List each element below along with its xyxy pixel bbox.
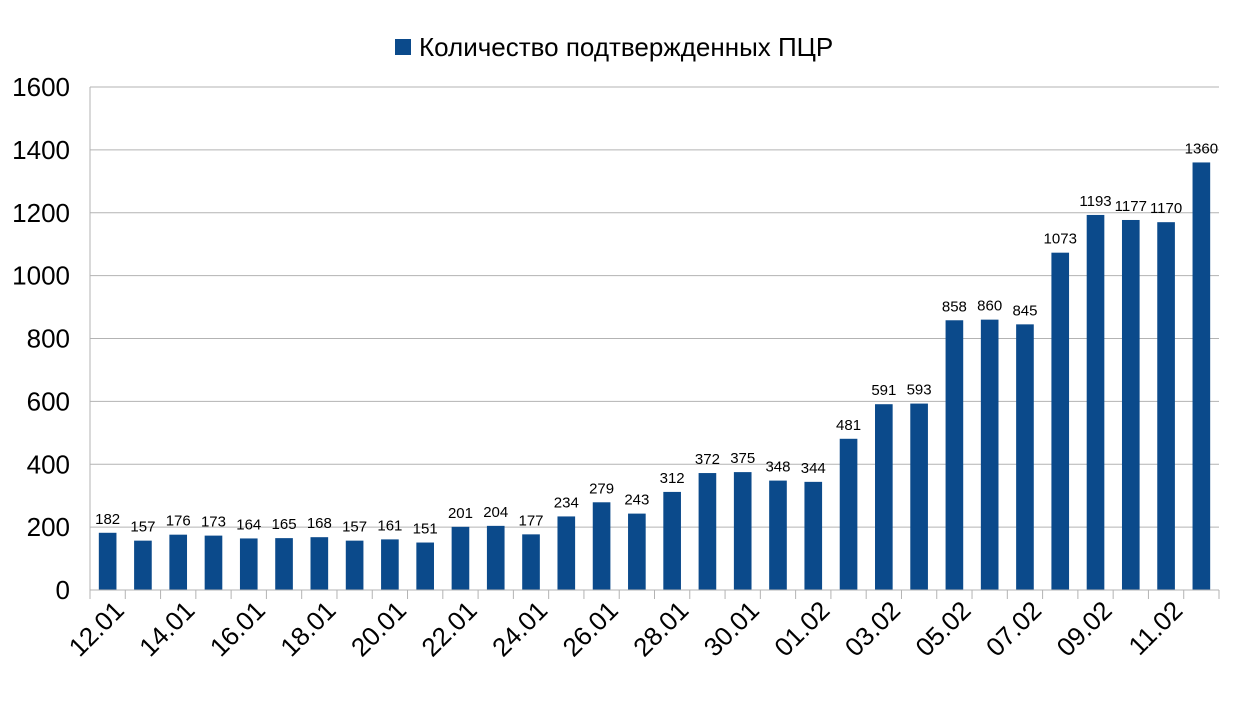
data-label: 204 <box>483 504 508 521</box>
data-label: 173 <box>201 514 226 531</box>
data-label: 593 <box>907 382 932 399</box>
data-label: 234 <box>554 494 579 511</box>
x-axis <box>89 87 1220 599</box>
data-label: 1073 <box>1044 231 1077 248</box>
bar <box>1086 214 1105 590</box>
data-label: 481 <box>836 417 861 434</box>
y-tick-label: 1200 <box>12 198 70 228</box>
bar <box>804 481 823 590</box>
y-axis-ticks: 0 200 400 600 800 1000 1200 1400 1600 <box>12 72 70 605</box>
bar <box>980 319 999 590</box>
bar <box>839 438 858 590</box>
gridlines <box>90 86 1219 591</box>
data-label: 860 <box>977 298 1002 315</box>
bar <box>769 480 787 590</box>
x-tick-label: 07.02 <box>980 595 1047 662</box>
x-tick-label: 24.01 <box>486 595 553 662</box>
data-label: 164 <box>236 516 261 533</box>
bar <box>1016 324 1034 590</box>
legend-label: Количество подтвержденных ПЦР <box>419 32 833 62</box>
data-label: 157 <box>130 519 155 536</box>
bar <box>381 539 399 590</box>
data-label: 1177 <box>1115 198 1147 215</box>
data-label: 182 <box>95 511 120 528</box>
data-label: 279 <box>589 480 614 497</box>
data-label: 168 <box>307 515 332 532</box>
x-axis-ticks: 12.01 14.01 16.01 18.01 20.01 22.01 24.01 26.01… <box>63 595 1189 662</box>
bar <box>345 540 364 590</box>
x-tick-label: 22.01 <box>415 595 482 662</box>
data-label: 201 <box>448 505 473 522</box>
legend-swatch <box>395 39 411 55</box>
data-label: 161 <box>377 517 402 534</box>
y-tick-label: 1600 <box>12 72 70 102</box>
x-tick-label: 05.02 <box>909 595 976 662</box>
bar <box>204 535 223 590</box>
x-tick-label: 28.01 <box>627 595 694 662</box>
x-tick-label: 26.01 <box>557 595 624 662</box>
x-tick-label: 11.02 <box>1122 595 1188 661</box>
legend: Количество подтвержденных ПЦР <box>395 32 833 62</box>
data-label: 151 <box>413 521 438 538</box>
data-label: 157 <box>342 519 367 536</box>
bar <box>628 513 646 590</box>
bar <box>910 403 928 590</box>
x-tick-label: 12.01 <box>63 595 130 662</box>
bar <box>275 538 293 590</box>
y-tick-label: 0 <box>56 575 70 605</box>
bar <box>416 542 434 590</box>
data-label: 165 <box>272 516 297 533</box>
y-tick-label: 1400 <box>12 135 70 165</box>
bar <box>592 502 611 590</box>
x-tick-label: 18.01 <box>274 595 341 662</box>
bar <box>134 540 152 590</box>
x-tick-label: 03.02 <box>839 595 906 662</box>
data-label: 1170 <box>1150 200 1182 217</box>
x-tick-label: 20.01 <box>345 595 412 662</box>
bar <box>486 525 505 590</box>
bar <box>1192 162 1211 590</box>
bar <box>1121 219 1140 590</box>
bar <box>98 532 117 590</box>
x-tick-label: 16.01 <box>204 595 271 662</box>
data-label: 176 <box>166 513 191 530</box>
x-tick-label: 30.01 <box>698 595 765 662</box>
bar <box>945 320 964 590</box>
bar <box>451 526 470 590</box>
data-label: 344 <box>801 460 826 477</box>
bar <box>663 491 681 590</box>
bar <box>1051 252 1070 590</box>
data-label: 372 <box>695 451 720 468</box>
data-label: 845 <box>1012 302 1037 319</box>
data-label: 591 <box>871 382 896 399</box>
bar <box>557 516 576 590</box>
data-label: 1360 <box>1185 140 1218 157</box>
x-tick-label: 09.02 <box>1051 595 1118 662</box>
bar <box>698 473 717 590</box>
x-tick-label: 14.01 <box>133 595 200 662</box>
data-label: 858 <box>942 298 967 315</box>
y-tick-label: 1000 <box>12 261 70 291</box>
data-label: 348 <box>765 459 790 476</box>
bar <box>169 534 188 590</box>
data-label: 312 <box>660 470 685 487</box>
x-tick-label: 01.02 <box>768 595 835 662</box>
y-tick-label: 200 <box>27 512 70 542</box>
y-tick-label: 800 <box>27 324 70 354</box>
bar <box>1157 222 1175 590</box>
data-label: 1193 <box>1079 193 1111 210</box>
y-tick-label: 400 <box>27 449 70 479</box>
bar <box>875 404 893 590</box>
bar <box>239 538 258 590</box>
bars <box>98 162 1211 590</box>
data-label: 177 <box>519 512 544 529</box>
data-labels: 182 157 176 173 164 165 168 157 161 151 201 204 177 2… <box>95 140 1218 537</box>
bar <box>310 537 329 590</box>
bar <box>522 534 540 590</box>
data-label: 375 <box>730 450 755 467</box>
data-label: 243 <box>624 492 649 509</box>
y-tick-label: 600 <box>27 386 70 416</box>
bar <box>733 472 752 590</box>
